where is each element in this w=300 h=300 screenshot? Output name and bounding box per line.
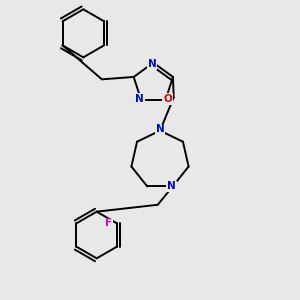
Text: O: O: [163, 94, 172, 104]
Text: N: N: [167, 182, 176, 191]
Text: N: N: [136, 94, 144, 104]
Text: N: N: [156, 124, 164, 134]
Text: F: F: [105, 218, 112, 228]
Text: N: N: [148, 59, 156, 69]
